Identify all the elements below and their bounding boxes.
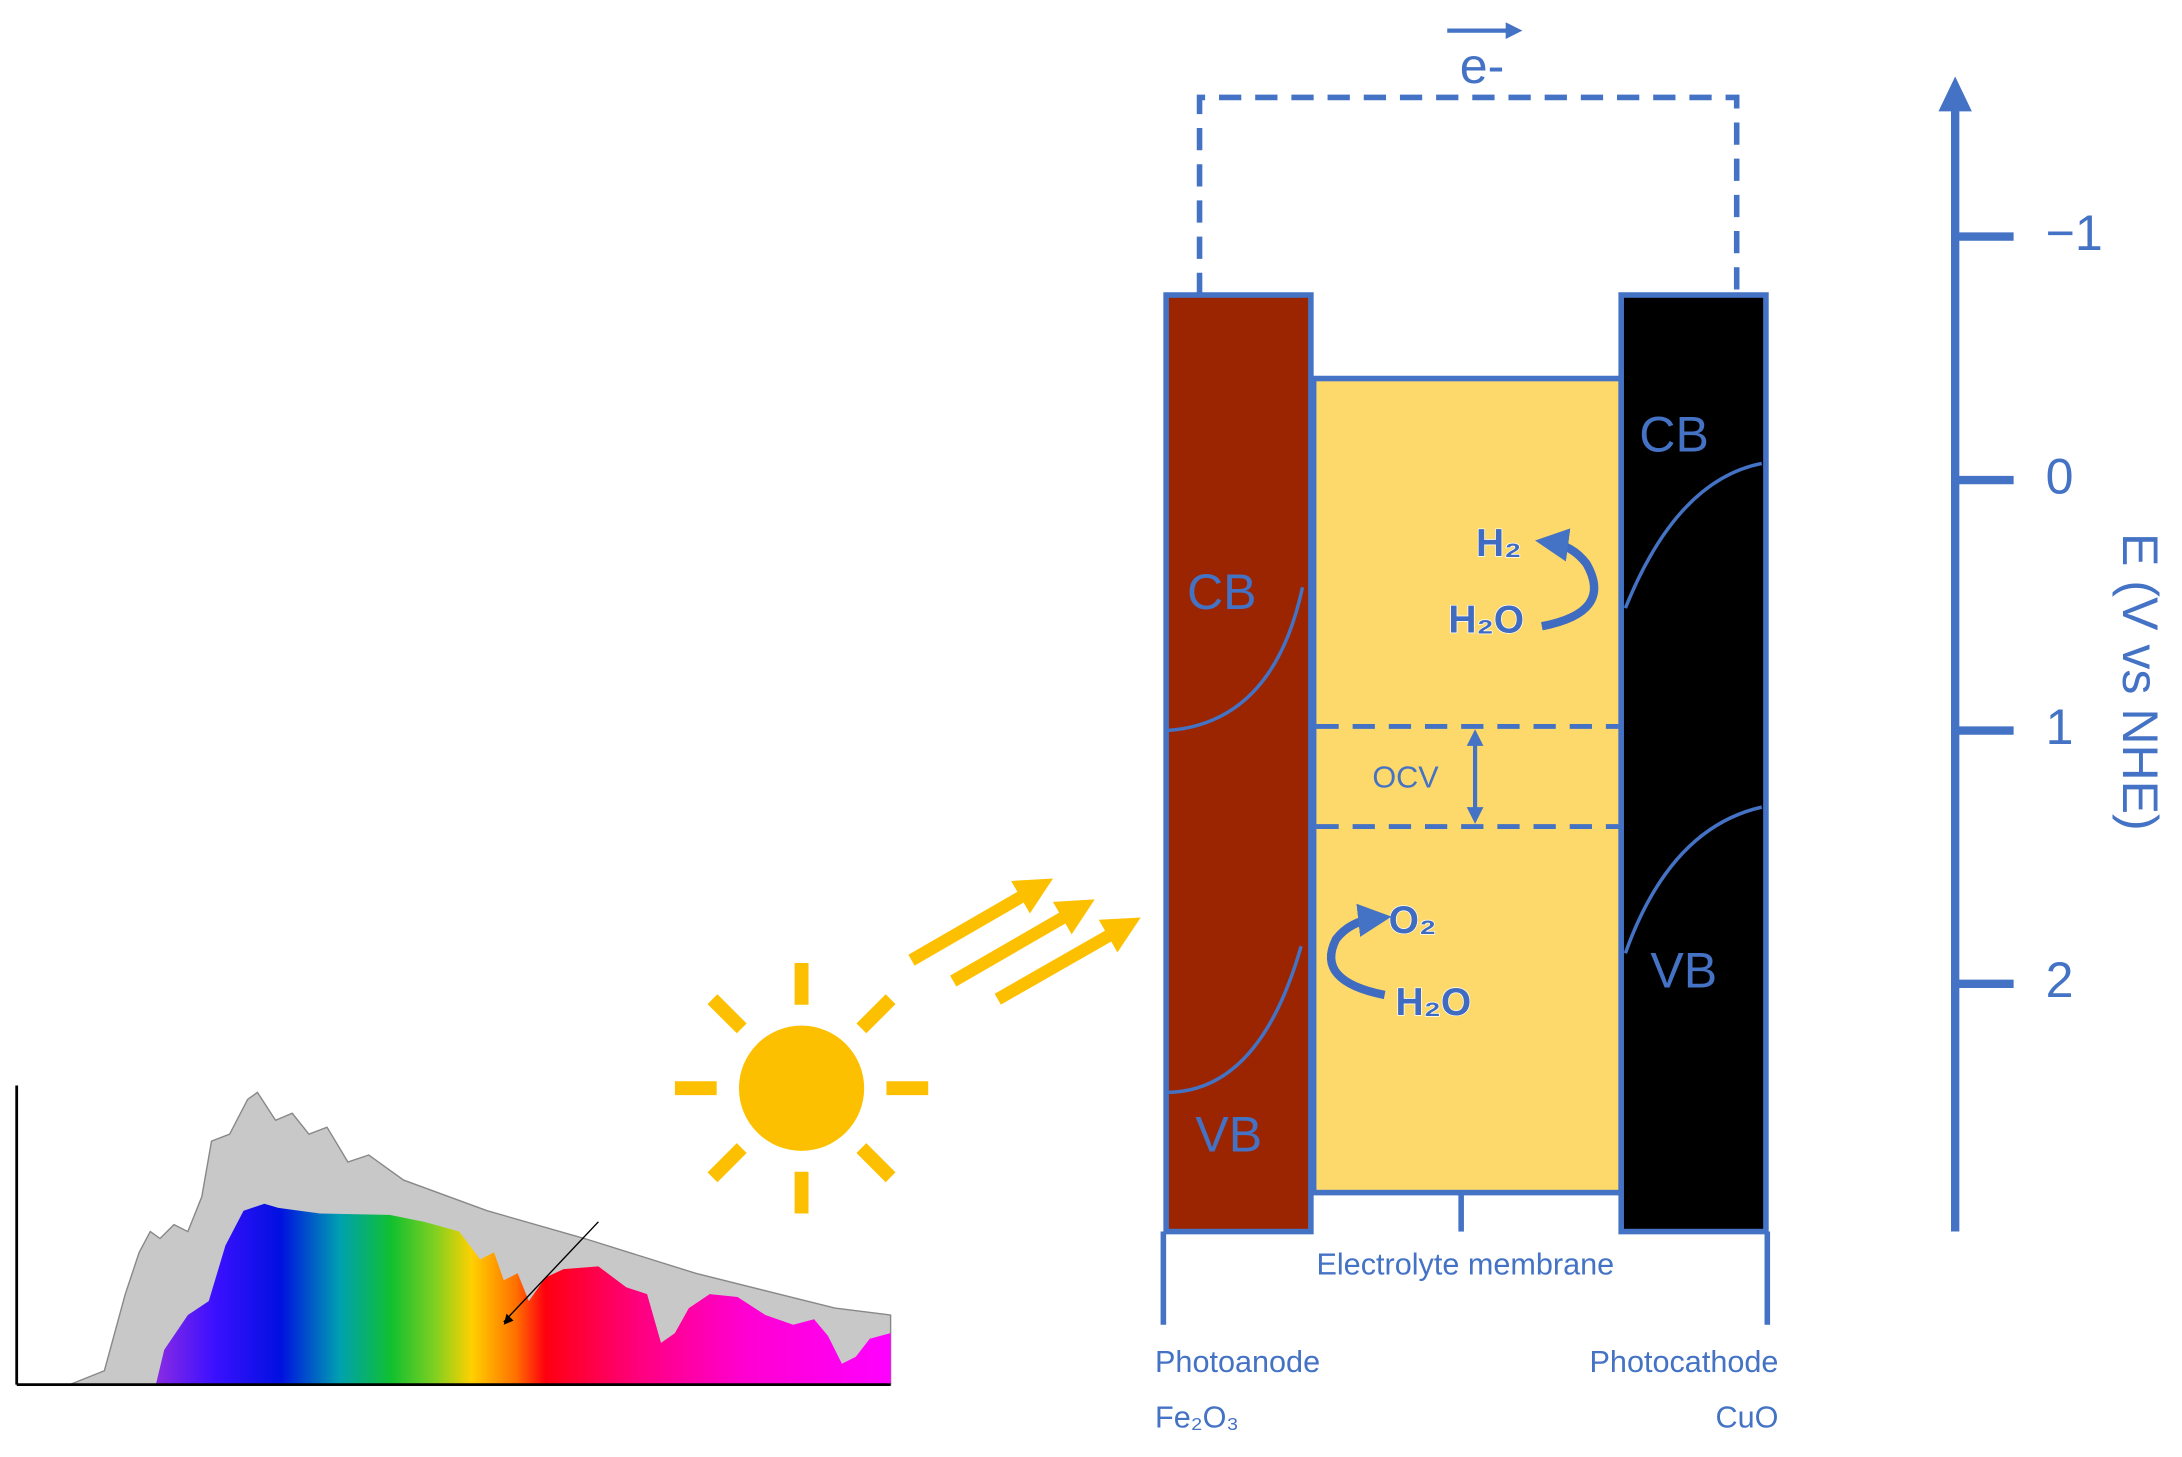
light-rays: [908, 878, 1141, 1005]
base-lines: [1160, 1192, 1771, 1325]
spectrum: [15, 1085, 892, 1387]
electron-label: e-: [1460, 38, 1505, 94]
anode-reaction-arrow: [1327, 903, 1392, 1000]
cathode-reaction-arrow: [1535, 528, 1599, 631]
h2o-anode-label: H₂O: [1395, 981, 1471, 1024]
photoanode: [1163, 292, 1314, 1235]
photocathode-material: CuO: [1715, 1401, 1778, 1435]
anode-vb: VB: [1195, 1107, 1262, 1163]
axis-tick-label: 2: [2046, 952, 2074, 1008]
axis-label: E (V vs NHE): [2112, 533, 2168, 831]
photoanode-label: Photoanode: [1155, 1345, 1320, 1379]
o2-label: O₂: [1389, 899, 1437, 942]
electrolyte: [1310, 375, 1624, 1196]
band-curves: [1166, 461, 1763, 1095]
cathode-vb: VB: [1650, 942, 1717, 998]
cathode-cb: CB: [1639, 407, 1709, 463]
axis-tick-label: −1: [2046, 205, 2103, 261]
sun: [674, 962, 929, 1214]
axis-arrowhead: [1938, 76, 1972, 112]
external-circuit: [1196, 94, 1740, 296]
membrane-label: Electrolyte membrane: [1316, 1247, 1614, 1281]
photocathode-label: Photocathode: [1590, 1345, 1779, 1379]
photoanode-material: Fe₂O₃: [1155, 1401, 1239, 1435]
photocathode: [1618, 292, 1769, 1235]
anode-cb: CB: [1187, 564, 1257, 620]
h2o-cathode-label: H₂O: [1448, 598, 1524, 641]
axis-tick-label: 1: [2046, 699, 2074, 755]
ocv-lines: [1316, 723, 1619, 830]
ocv-label: OCV: [1372, 760, 1439, 794]
axis-tick-label: 0: [2046, 448, 2074, 504]
h2-label: H₂: [1476, 522, 1521, 565]
